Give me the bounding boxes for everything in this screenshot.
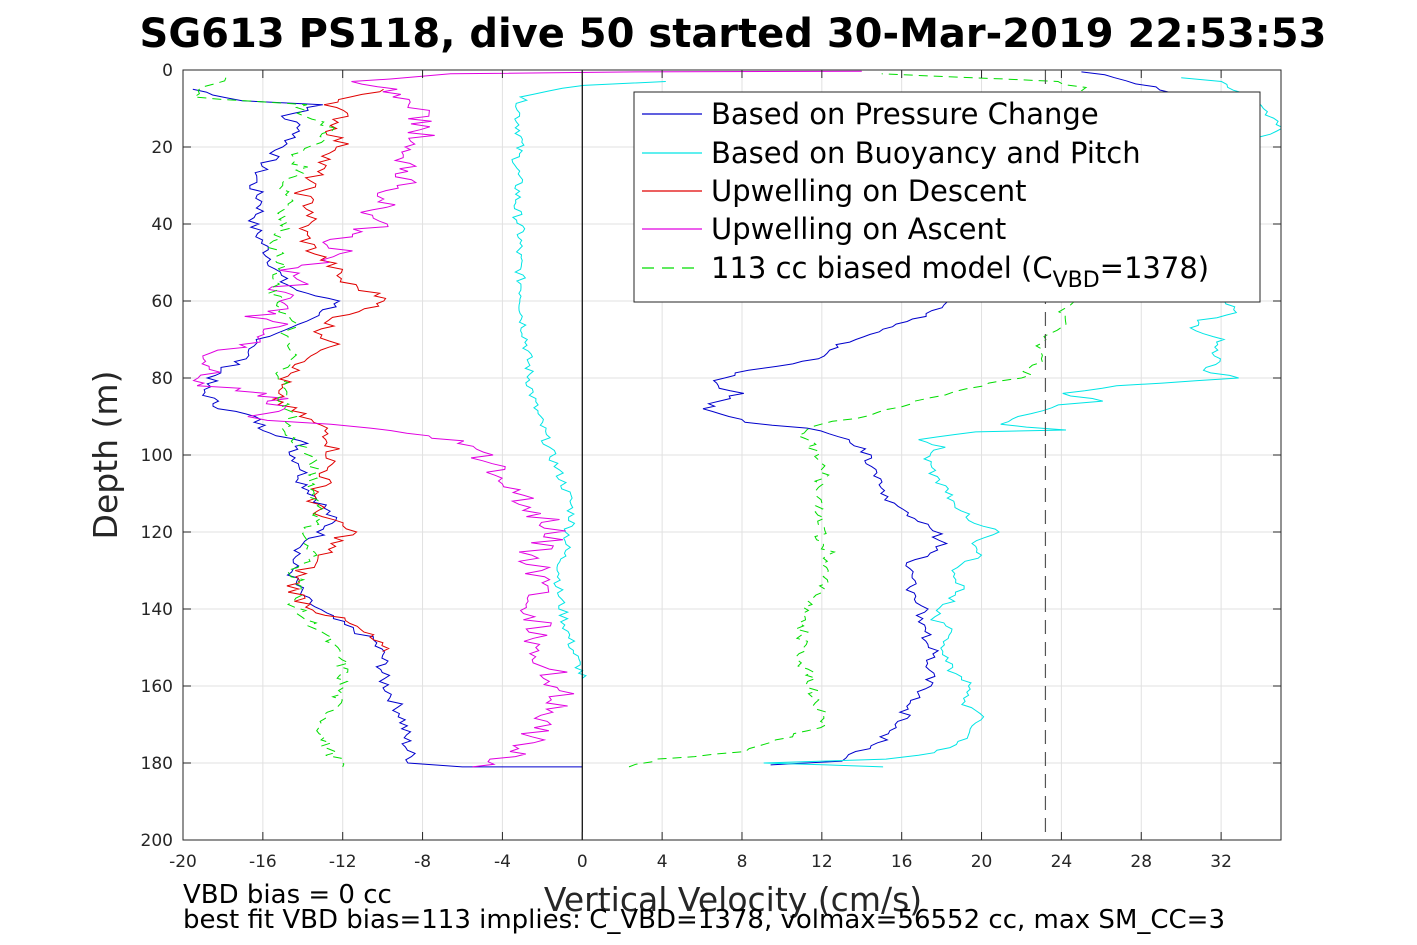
series-line-0-descent xyxy=(192,88,583,768)
y-tick-label: 80 xyxy=(151,369,173,389)
series-line-1-descent xyxy=(511,81,666,679)
y-tick-label: 140 xyxy=(141,600,173,620)
legend: Based on Pressure Change Based on Buoyanc… xyxy=(633,91,1261,303)
x-tick-label: 8 xyxy=(737,852,748,872)
x-tick-label: 32 xyxy=(1210,852,1232,872)
y-tick-label: 100 xyxy=(141,446,173,466)
y-tick-label: 60 xyxy=(151,292,173,312)
y-tick-label: 160 xyxy=(141,677,173,697)
y-tick-label: 120 xyxy=(141,523,173,543)
x-tick-label: -16 xyxy=(249,852,277,872)
x-tick-label: 24 xyxy=(1051,852,1073,872)
x-tick-label: 28 xyxy=(1130,852,1152,872)
y-tick-label: 20 xyxy=(151,138,173,158)
x-tick-label: 0 xyxy=(577,852,588,872)
y-tick-label: 0 xyxy=(162,61,173,81)
x-tick-label: -8 xyxy=(414,852,431,872)
legend-label-0: Based on Pressure Change xyxy=(711,97,1099,131)
x-tick-label: -20 xyxy=(169,852,197,872)
best-fit-note: best fit VBD bias=113 implies: C_VBD=137… xyxy=(183,905,1225,935)
legend-label-1: Based on Buoyancy and Pitch xyxy=(711,136,1141,170)
y-tick-label: 200 xyxy=(141,831,173,851)
x-axis-label: Vertical Velocity (cm/s) xyxy=(544,880,922,919)
x-tick-label: 20 xyxy=(971,852,993,872)
y-axis-label: Depth (m) xyxy=(86,371,125,540)
y-tick-label: 40 xyxy=(151,215,173,235)
x-tick-label: 16 xyxy=(891,852,913,872)
y-tick-label: 180 xyxy=(141,754,173,774)
x-tick-label: -4 xyxy=(494,852,511,872)
x-tick-label: 12 xyxy=(811,852,833,872)
legend-box xyxy=(633,91,1261,303)
legend-label-4: 113 cc biased model (CVBD=1378) xyxy=(711,251,1209,293)
chart-title: SG613 PS118, dive 50 started 30-Mar-2019… xyxy=(140,11,1327,57)
legend-label-3: Upwelling on Ascent xyxy=(711,212,1006,246)
x-tick-label: 4 xyxy=(657,852,668,872)
series-line-3-ascent xyxy=(192,70,862,768)
reference-lines xyxy=(581,70,1047,840)
series-line-4-descent xyxy=(192,77,351,768)
x-tick-label: -12 xyxy=(329,852,357,872)
vbd-bias-note: VBD bias = 0 cc xyxy=(183,880,392,910)
axis-ticks: -20 -16 -12 -8 -4 0 4 8 12 16 20 24 28 32 0 20 40 60 80 100… xyxy=(141,61,1281,872)
series-line-2-descent xyxy=(271,88,390,652)
legend-label-2: Upwelling on Descent xyxy=(711,174,1027,208)
